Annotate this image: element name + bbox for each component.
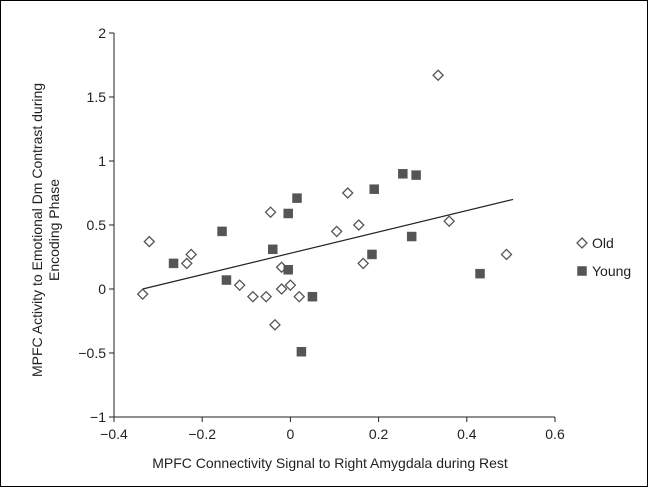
point-young: [168, 258, 179, 269]
y-tick-label: 1.5: [87, 89, 107, 105]
point-young: [307, 291, 318, 302]
point-young: [283, 265, 293, 275]
point-young: [398, 169, 408, 179]
x-axis-title: MPFC Connectivity Signal to Right Amygda…: [152, 455, 508, 471]
point-old: [443, 215, 456, 228]
data-points: [136, 69, 513, 357]
point-young: [221, 275, 232, 285]
legend-marker-young: [577, 266, 587, 276]
trendline-group: [142, 198, 514, 290]
point-young: [411, 170, 421, 180]
legend-label-young: Young: [592, 263, 631, 279]
point-old: [432, 69, 445, 82]
y-tick-label: 0: [98, 281, 106, 297]
y-tick-label: −0.5: [78, 345, 106, 361]
legend: Old Young: [576, 235, 631, 279]
point-young: [367, 249, 377, 260]
x-tick-label: 0: [287, 426, 295, 442]
point-old: [246, 290, 259, 303]
y-tick-label: 2: [98, 25, 106, 41]
point-old: [275, 283, 288, 295]
series-old: [136, 69, 513, 331]
legend-marker-old: [576, 237, 588, 249]
trendline: [142, 198, 514, 290]
y-tick-label: 0.5: [87, 217, 107, 233]
y-axis-title-line-1: MPFC Activity to Emotional Dm Contrast d…: [29, 83, 45, 377]
point-old: [500, 248, 513, 261]
x-tick-label: 0.4: [457, 426, 477, 442]
x-tick-label: 0.2: [369, 426, 389, 442]
point-old: [180, 257, 193, 270]
y-tick-label: −1: [90, 409, 106, 425]
y-ticks: −1 −0.5 0 0.5 1 1.5 2: [78, 25, 114, 425]
point-old: [341, 187, 354, 199]
point-old: [233, 279, 246, 292]
point-young: [296, 346, 307, 357]
point-old: [136, 288, 149, 301]
axes: [113, 33, 555, 418]
point-young: [369, 184, 379, 194]
point-old: [260, 290, 273, 303]
x-tick-label: −0.2: [188, 426, 216, 442]
x-tick-label: 0.6: [545, 426, 565, 442]
x-tick-label: −0.4: [100, 426, 128, 442]
point-young: [475, 268, 485, 279]
point-old: [269, 318, 281, 331]
point-old: [352, 219, 365, 231]
y-axis-title-line-2: Encoding Phase: [46, 179, 62, 281]
x-ticks: −0.4 −0.2 0 0.2 0.4 0.6: [100, 417, 565, 442]
series-young: [168, 169, 485, 357]
point-old: [357, 257, 370, 270]
point-young: [292, 193, 302, 203]
point-old: [264, 206, 277, 219]
point-young: [268, 244, 278, 255]
point-old: [330, 225, 343, 238]
point-old: [185, 248, 198, 261]
point-old: [293, 290, 306, 303]
legend-label-old: Old: [592, 235, 614, 251]
y-tick-label: 1: [98, 153, 106, 169]
point-young: [283, 208, 293, 219]
point-old: [284, 279, 297, 292]
point-young: [406, 231, 417, 242]
point-old: [143, 235, 156, 248]
point-young: [217, 226, 227, 237]
